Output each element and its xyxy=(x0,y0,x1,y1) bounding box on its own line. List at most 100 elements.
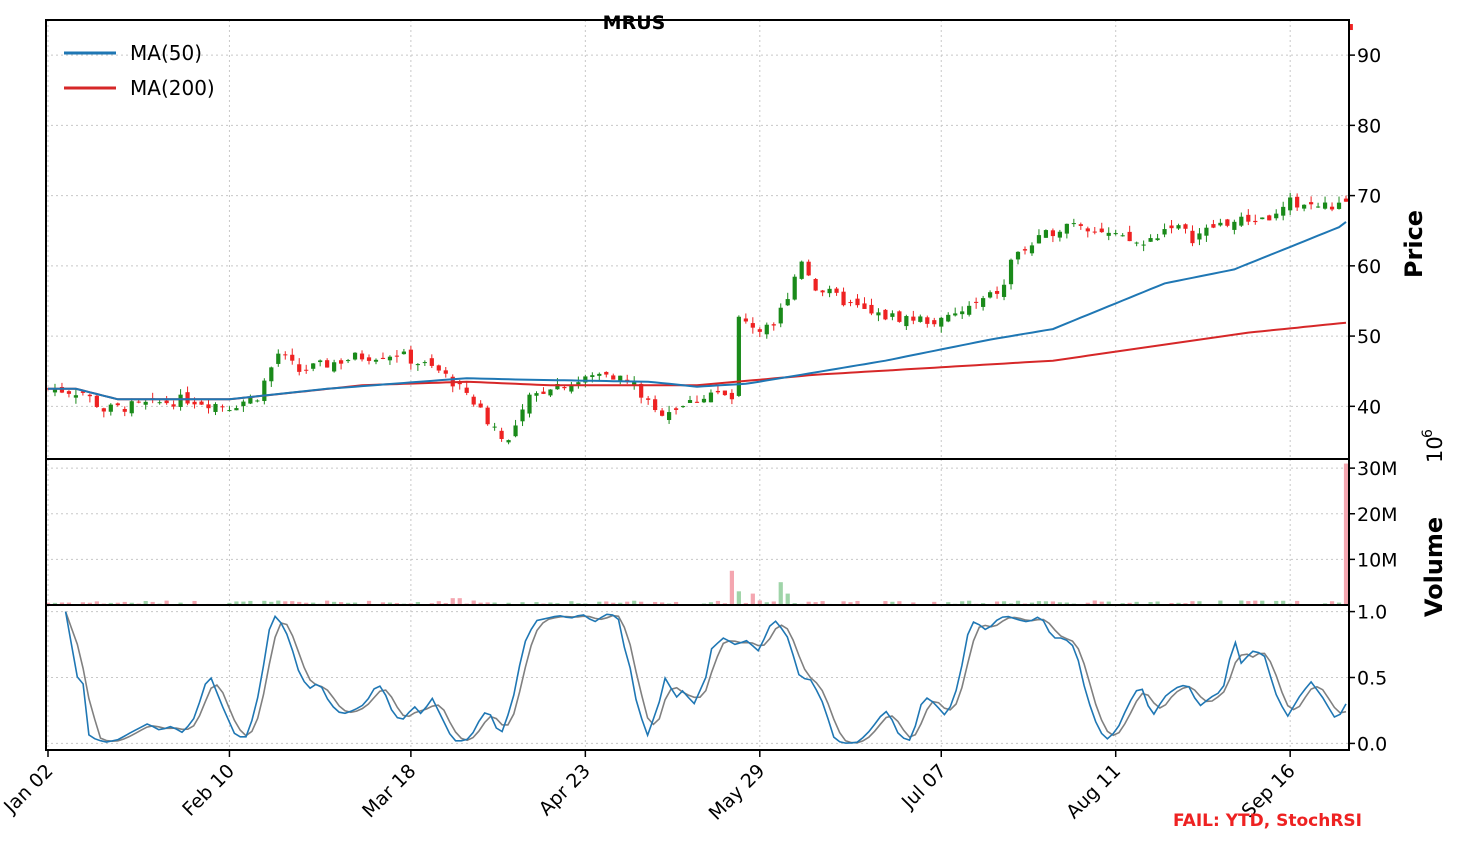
volume-bar xyxy=(311,602,316,605)
candle-body xyxy=(736,316,741,396)
candle-body xyxy=(422,362,427,364)
volume-bar xyxy=(338,602,344,605)
candle-body xyxy=(1288,197,1293,211)
candle-body xyxy=(394,355,400,357)
candle-body xyxy=(1190,230,1195,244)
candle-body xyxy=(1050,230,1056,237)
volume-bar xyxy=(415,602,420,605)
legend: MA(50) MA(200) xyxy=(64,41,215,100)
price-panel-frame xyxy=(45,19,1350,460)
volume-bar xyxy=(1036,601,1042,605)
volume-bar xyxy=(485,602,490,605)
candle-body xyxy=(506,440,511,443)
candle-body xyxy=(715,390,721,393)
candle-body xyxy=(576,382,581,385)
candle-body xyxy=(946,314,951,322)
volume-bar xyxy=(743,602,748,605)
candle-body xyxy=(939,317,944,327)
candle-body xyxy=(904,316,909,327)
candle-body xyxy=(611,375,616,380)
volume-bar xyxy=(736,591,741,605)
x-tick-label: Jul 07 xyxy=(897,760,951,814)
candle-body xyxy=(143,401,148,405)
candle-body xyxy=(862,303,867,309)
volume-bar xyxy=(241,601,246,605)
volume-bar xyxy=(115,602,120,605)
candle-body xyxy=(108,404,113,412)
candle-body xyxy=(1120,235,1125,237)
candle-body xyxy=(213,404,218,412)
volume-bar xyxy=(729,570,734,605)
volume-bar xyxy=(604,601,609,605)
candle-body xyxy=(590,375,595,377)
volume-bar xyxy=(45,602,51,605)
volume-bar xyxy=(234,601,239,605)
volume-bar xyxy=(394,602,400,605)
volume-bar xyxy=(1092,600,1097,605)
candle-body xyxy=(680,406,686,408)
candle-body xyxy=(1246,214,1251,222)
candle-body xyxy=(359,353,365,360)
volume-bar xyxy=(1029,602,1035,605)
candle-body xyxy=(325,360,330,368)
candle-body xyxy=(1197,233,1202,240)
candle-body xyxy=(1309,202,1314,205)
candle-body xyxy=(401,351,407,355)
candle-body xyxy=(778,307,783,324)
x-tick-label: May 29 xyxy=(705,760,770,825)
candle-body xyxy=(1336,202,1342,209)
candle-body xyxy=(241,401,246,407)
volume-bar xyxy=(345,602,351,605)
candle-body xyxy=(1225,219,1230,226)
candle-body xyxy=(666,412,672,421)
volume-bar xyxy=(932,601,937,605)
candle-body xyxy=(471,396,476,405)
volume-bar xyxy=(1106,601,1111,605)
candle-body xyxy=(332,362,337,372)
volume-bar xyxy=(304,602,309,605)
candle-body xyxy=(66,391,72,394)
volume-bar xyxy=(855,600,860,605)
price-tick-label: 90 xyxy=(1357,45,1381,67)
candle-body xyxy=(164,400,169,404)
stoch-tick-label: 1.0 xyxy=(1357,602,1387,624)
candle-body xyxy=(87,394,92,397)
volume-bar xyxy=(1336,602,1342,605)
candle-body xyxy=(387,356,393,361)
volume-bar xyxy=(436,601,441,605)
volume-bar xyxy=(457,598,462,605)
volume-bar xyxy=(108,602,113,605)
volume-bar xyxy=(122,601,127,605)
volume-bar xyxy=(1134,601,1139,605)
candle-body xyxy=(792,276,797,300)
candle-body xyxy=(52,389,58,393)
candle-body xyxy=(373,359,379,362)
volume-bar xyxy=(1064,602,1069,605)
volume-bar xyxy=(1001,601,1007,605)
volume-bar xyxy=(1343,463,1349,605)
candle-body xyxy=(1078,224,1083,226)
candle-body xyxy=(834,288,839,293)
candle-body xyxy=(366,357,372,361)
candle-body xyxy=(897,311,902,322)
candle-body xyxy=(1071,223,1076,225)
candle-body xyxy=(283,354,288,356)
candle-body xyxy=(380,357,386,359)
volume-bar xyxy=(597,601,602,605)
volume-bar xyxy=(325,600,330,605)
volume-bar xyxy=(471,600,476,605)
candle-body xyxy=(1029,245,1035,254)
candle-body xyxy=(1295,196,1300,208)
stoch-tick-label: 0.0 xyxy=(1357,733,1387,755)
candle-body xyxy=(1057,231,1062,238)
volume-bar xyxy=(1274,600,1279,605)
candle-body xyxy=(1239,216,1244,226)
candle-body xyxy=(464,387,469,393)
candle-body xyxy=(513,425,518,437)
candle-body xyxy=(318,360,323,363)
candle-body xyxy=(994,291,1000,294)
volume-bar xyxy=(757,600,762,605)
candle-body xyxy=(178,394,183,407)
axis-ticks: Jan 02 Feb 10 Mar 18 Apr 23 May 29 Jul 07 Aug … xyxy=(0,45,1398,825)
